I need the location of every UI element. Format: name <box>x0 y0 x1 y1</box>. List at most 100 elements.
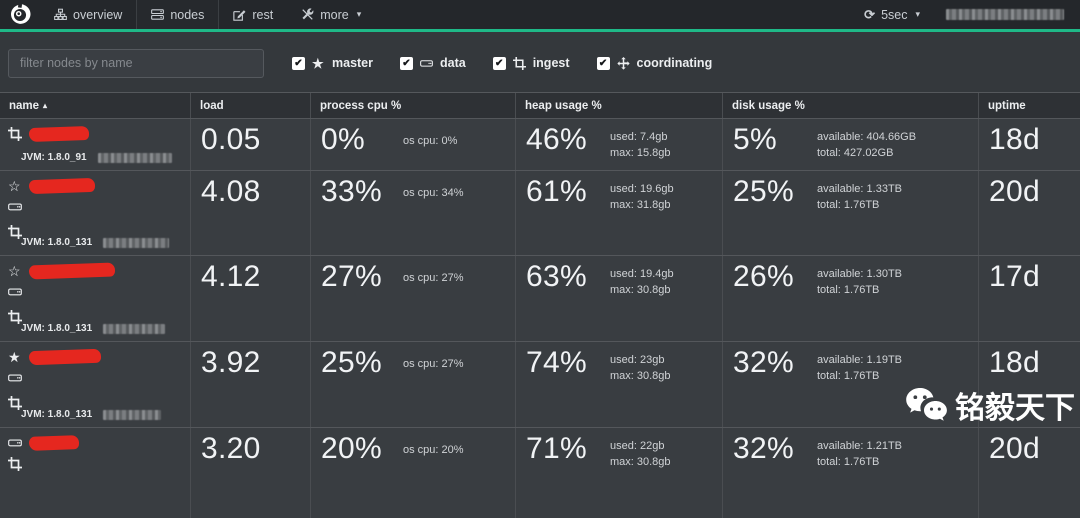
role-filter-ingest[interactable]: ✔ ingest <box>492 56 570 70</box>
checkbox-checked[interactable]: ✔ <box>400 56 413 70</box>
node-disk-cell: 25% available: 1.33TB total: 1.76TB <box>722 171 978 255</box>
disk-available-label: available: 1.30TB <box>817 268 902 280</box>
column-header-label: load <box>200 99 224 112</box>
chevron-down-icon: ▾ <box>915 9 920 19</box>
cerebro-logo[interactable] <box>0 0 40 29</box>
jvm-version-label: JVM: 1.8.0_131 <box>21 237 93 248</box>
node-load-cell: 3.20 <box>190 428 310 518</box>
nav-item-rest[interactable]: rest <box>219 0 287 29</box>
disk-total-label: total: 427.02GB <box>817 147 894 159</box>
cpu-value: 0% <box>321 123 365 156</box>
load-value: 0.05 <box>201 123 261 156</box>
node-name-redacted <box>28 262 116 280</box>
disk-value: 5% <box>733 123 777 156</box>
data-icon <box>8 436 22 450</box>
node-load-cell: 3.92 <box>190 342 310 427</box>
load-value: 4.08 <box>201 175 261 208</box>
heap-used-label: used: 22gb <box>610 440 665 452</box>
data-icon <box>8 285 22 299</box>
node-heap-cell: 74% used: 23gb max: 30.8gb <box>515 342 722 427</box>
jvm-version-label: JVM: 1.8.0_131 <box>21 323 93 334</box>
data-icon <box>8 371 22 385</box>
os-cpu-label: os cpu: 20% <box>403 444 464 456</box>
ingest-icon <box>8 396 22 410</box>
refresh-interval-control[interactable]: ⟳ 5sec ▾ <box>864 7 920 23</box>
nav-item-label: more <box>320 7 349 22</box>
edit-icon <box>233 8 246 21</box>
uptime-value: 18d <box>989 123 1040 156</box>
checkbox-checked[interactable]: ✔ <box>596 56 610 70</box>
cpu-value: 20% <box>321 432 382 465</box>
star-icon: ★ <box>312 55 324 71</box>
disk-available-label: available: 1.21TB <box>817 440 902 452</box>
disk-available-label: available: 1.19TB <box>817 354 902 366</box>
checkbox-checked[interactable]: ✔ <box>492 56 506 70</box>
nav-item-label: rest <box>252 7 274 22</box>
data-icon <box>8 200 22 214</box>
refresh-interval-label: 5sec <box>881 7 908 22</box>
column-header-label: heap usage % <box>525 99 602 112</box>
table-body: JVM: 1.8.0_91 0.05 0% os cpu: 0% 46% use… <box>0 118 1080 518</box>
heap-max-label: max: 30.8gb <box>610 456 671 468</box>
cerebro-logo-icon <box>11 3 31 24</box>
sitemap-icon <box>54 8 67 21</box>
column-header-heap-usage[interactable]: heap usage % <box>515 93 722 118</box>
nav-item-label: overview <box>73 7 123 22</box>
column-header-uptime[interactable]: uptime <box>978 93 1080 118</box>
node-uptime-cell: 17d <box>978 256 1080 341</box>
master-eligible-icon: ☆ <box>8 178 21 194</box>
node-name-redacted <box>28 125 90 143</box>
disk-value: 26% <box>733 260 794 293</box>
node-heap-cell: 46% used: 7.4gb max: 15.8gb <box>515 119 722 170</box>
role-filter-label: coordinating <box>636 56 713 70</box>
os-cpu-label: os cpu: 34% <box>403 187 464 199</box>
disk-total-label: total: 1.76TB <box>817 199 880 211</box>
top-navbar: overview nodes rest more ▾ ⟳ 5sec <box>0 0 1080 29</box>
sort-asc-icon: ▴ <box>43 101 48 110</box>
column-header-name[interactable]: name ▴ <box>0 93 190 118</box>
cpu-value: 27% <box>321 260 382 293</box>
node-disk-cell: 32% available: 1.21TB total: 1.76TB <box>722 428 978 518</box>
role-filter-coordinating[interactable]: ✔ coordinating <box>596 56 713 70</box>
node-heap-cell: 71% used: 22gb max: 30.8gb <box>515 428 722 518</box>
node-name-cell: ☆ JVM: 1.8.0_131 <box>0 171 190 255</box>
column-header-disk-usage[interactable]: disk usage % <box>722 93 978 118</box>
heap-used-label: used: 19.6gb <box>610 183 674 195</box>
nav-item-overview[interactable]: overview <box>40 0 136 29</box>
disk-available-label: available: 1.33TB <box>817 183 902 195</box>
node-jvm-info: JVM: 1.8.0_131 <box>21 237 170 248</box>
load-value: 3.92 <box>201 346 261 379</box>
table-row: 3.20 20% os cpu: 20% 71% used: 22gb max:… <box>0 427 1080 518</box>
node-jvm-info: JVM: 1.8.0_131 <box>21 323 166 334</box>
heap-max-label: max: 31.8gb <box>610 199 671 211</box>
role-filter-label: data <box>440 56 466 70</box>
cpu-value: 33% <box>321 175 382 208</box>
role-filter-data[interactable]: ✔ data <box>400 56 466 70</box>
heap-used-label: used: 23gb <box>610 354 665 366</box>
node-load-cell: 0.05 <box>190 119 310 170</box>
disk-value: 25% <box>733 175 794 208</box>
node-cpu-cell: 20% os cpu: 20% <box>310 428 515 518</box>
role-filter-label: ingest <box>532 56 570 70</box>
node-cpu-cell: 0% os cpu: 0% <box>310 119 515 170</box>
filter-nodes-input[interactable] <box>8 48 264 78</box>
column-header-load[interactable]: load <box>190 93 310 118</box>
column-header-process-cpu[interactable]: process cpu % <box>310 93 515 118</box>
role-filter-master[interactable]: ✔ ★ master <box>292 56 373 70</box>
heap-value: 46% <box>526 123 587 156</box>
os-cpu-label: os cpu: 0% <box>403 135 458 147</box>
nav-item-nodes[interactable]: nodes <box>136 0 220 29</box>
cluster-name-redacted[interactable] <box>946 9 1064 20</box>
column-header-label: name <box>9 99 40 112</box>
table-row: ★ JVM: 1.8.0_131 3.92 25% os cpu: 27% 74… <box>0 341 1080 427</box>
ingest-icon <box>8 225 22 239</box>
node-address-redacted <box>97 152 172 163</box>
jvm-version-label: JVM: 1.8.0_131 <box>21 409 93 420</box>
node-name-cell: ★ JVM: 1.8.0_131 <box>0 342 190 427</box>
heap-value: 74% <box>526 346 587 379</box>
heap-max-label: max: 30.8gb <box>610 284 671 296</box>
nav-item-more[interactable]: more ▾ <box>287 0 375 29</box>
node-cpu-cell: 25% os cpu: 27% <box>310 342 515 427</box>
checkbox-checked[interactable]: ✔ <box>292 56 305 70</box>
node-name-redacted <box>28 177 96 195</box>
